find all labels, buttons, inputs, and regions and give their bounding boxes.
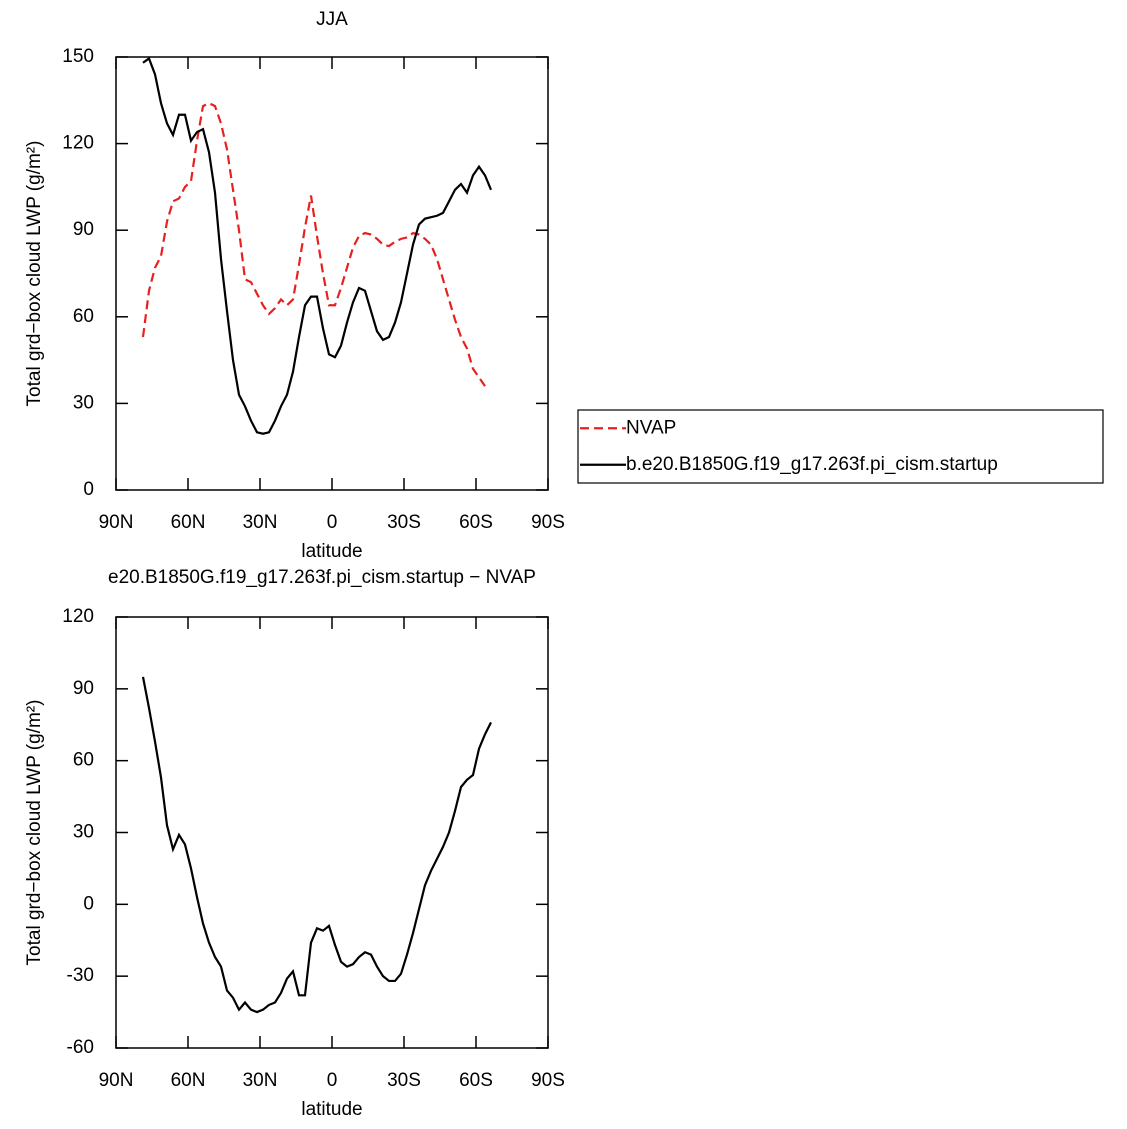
x-tick-label: 60S [459, 512, 493, 533]
y-tick-label: 90 [73, 219, 94, 240]
y-tick-label: 120 [62, 133, 94, 154]
y-axis-label: Total grd−box cloud LWP (g/m²) [24, 141, 45, 407]
y-tick-label: 30 [73, 392, 94, 413]
x-tick-label: 60N [171, 1070, 206, 1091]
y-tick-label: 0 [83, 479, 94, 500]
x-tick-label: 0 [327, 512, 338, 533]
x-tick-label: 60S [459, 1070, 493, 1091]
y-tick-label: 150 [62, 46, 94, 67]
x-tick-label: 60N [171, 512, 206, 533]
x-tick-label: 30S [387, 512, 421, 533]
plot-frame [115, 56, 549, 491]
y-tick-label: 30 [73, 822, 94, 843]
y-tick-label: 60 [73, 306, 94, 327]
x-tick-label: 30N [243, 512, 278, 533]
x-tick-label: 30S [387, 1070, 421, 1091]
plot-frame [115, 616, 549, 1049]
legend-label: b.e20.B1850G.f19_g17.263f.pi_cism.startu… [626, 454, 998, 475]
chart-title: JJA [316, 9, 348, 30]
legend-box [577, 409, 1104, 484]
y-tick-label: 60 [73, 750, 94, 771]
x-tick-label: 90N [99, 1070, 134, 1091]
x-tick-label: 0 [327, 1070, 338, 1091]
y-tick-label: -60 [67, 1037, 94, 1058]
y-axis-label: Total grd−box cloud LWP (g/m²) [24, 700, 45, 966]
data-line [142, 56, 493, 435]
x-tick-label: 90N [99, 512, 134, 533]
y-tick-label: -30 [67, 965, 94, 986]
y-tick-label: 120 [62, 606, 94, 627]
x-axis-label: latitude [301, 1099, 362, 1120]
y-tick-label: 0 [83, 893, 94, 914]
data-line [141, 676, 492, 1014]
data-line [141, 101, 486, 387]
x-tick-label: 90S [531, 512, 565, 533]
y-tick-label: 90 [73, 678, 94, 699]
legend-label: NVAP [626, 417, 676, 438]
x-tick-label: 30N [243, 1070, 278, 1091]
chart-title: e20.B1850G.f19_g17.263f.pi_cism.startup … [108, 567, 536, 588]
x-tick-label: 90S [531, 1070, 565, 1091]
x-axis-label: latitude [301, 541, 362, 562]
